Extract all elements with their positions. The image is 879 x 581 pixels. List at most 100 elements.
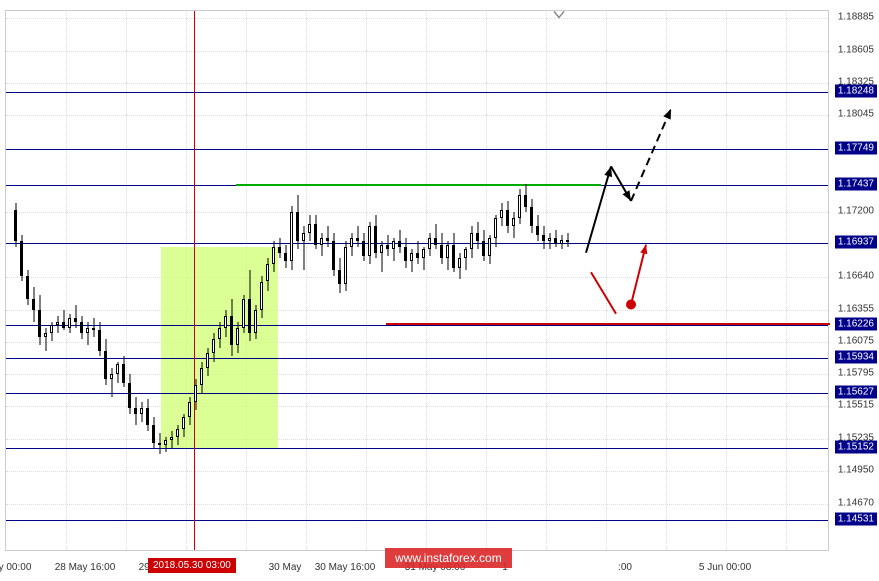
candle-body xyxy=(512,218,515,226)
candle-body xyxy=(554,238,557,244)
candle-body xyxy=(146,408,149,425)
candle-body xyxy=(536,226,539,235)
candle-body xyxy=(14,210,17,241)
candle-body xyxy=(410,253,413,261)
chart-container xyxy=(0,0,879,581)
candle-body xyxy=(278,247,281,253)
vertical-marker-line xyxy=(194,11,195,550)
candle-body xyxy=(98,330,101,351)
grid-line-h xyxy=(6,277,828,278)
candle-body xyxy=(44,333,47,336)
candle-body xyxy=(542,235,545,241)
candle-body xyxy=(566,240,569,242)
candle-body xyxy=(356,238,359,241)
candle-body xyxy=(68,318,71,327)
price-level-label: 1.15152 xyxy=(835,441,877,454)
candle-body xyxy=(404,247,407,261)
candle-body xyxy=(476,233,479,241)
y-tick-label: 1.16355 xyxy=(838,303,874,314)
candle-body xyxy=(290,212,293,260)
candle-body xyxy=(302,233,305,241)
plot-area[interactable] xyxy=(5,10,829,551)
candle-body xyxy=(92,328,95,330)
y-tick-label: 1.17200 xyxy=(838,206,874,217)
grid-line-h xyxy=(6,51,828,52)
candle-body xyxy=(326,238,329,241)
grid-line-h xyxy=(6,342,828,343)
candle-body xyxy=(272,247,275,264)
candle-wick xyxy=(111,368,112,397)
price-level-label: 1.18248 xyxy=(835,84,877,97)
candle-body xyxy=(362,241,365,256)
candle-body xyxy=(470,233,473,249)
resistance-line xyxy=(236,184,601,186)
grid-line-h xyxy=(6,18,828,19)
candle-body xyxy=(74,318,77,321)
candle-body xyxy=(392,241,395,249)
grid-line-h xyxy=(6,83,828,84)
candle-body xyxy=(458,258,461,267)
candle-body xyxy=(500,210,503,218)
candle-body xyxy=(140,408,143,414)
candle-body xyxy=(314,224,317,245)
y-tick-label: 1.16075 xyxy=(838,335,874,346)
candle-body xyxy=(158,443,161,445)
grid-line-h xyxy=(6,471,828,472)
price-level-label: 1.14531 xyxy=(835,512,877,525)
candle-body xyxy=(20,241,23,276)
candle-body xyxy=(488,238,491,256)
candle-body xyxy=(434,238,437,245)
candle-body xyxy=(482,241,485,256)
candle-body xyxy=(26,276,29,299)
candle-body xyxy=(368,226,371,256)
candle-body xyxy=(350,238,353,247)
candle-body xyxy=(200,368,203,385)
candle-body xyxy=(206,353,209,368)
candle-body xyxy=(212,339,215,353)
candle-wick xyxy=(45,328,46,351)
candle-body xyxy=(506,210,509,226)
candle-body xyxy=(80,322,83,334)
candle-body xyxy=(56,322,59,325)
y-tick-label: 1.18045 xyxy=(838,109,874,120)
price-level-line xyxy=(6,358,828,359)
candle-body xyxy=(218,328,221,340)
candle-body xyxy=(440,245,443,259)
price-level-label: 1.17749 xyxy=(835,142,877,155)
candle-body xyxy=(50,325,53,333)
y-tick-label: 1.15795 xyxy=(838,368,874,379)
candle-body xyxy=(176,429,179,437)
candle-body xyxy=(524,195,527,207)
candle-body xyxy=(128,383,131,408)
candle-body xyxy=(62,322,65,328)
grid-line-h xyxy=(6,504,828,505)
y-tick-label: 1.14950 xyxy=(838,465,874,476)
candle-body xyxy=(338,270,341,284)
candle-body xyxy=(344,247,347,284)
candle-body xyxy=(428,238,431,250)
price-level-label: 1.15934 xyxy=(835,351,877,364)
price-level-label: 1.15627 xyxy=(835,386,877,399)
x-tick-label: 30 May xyxy=(269,562,302,573)
grid-line-h xyxy=(6,310,828,311)
x-tick-label: 30 May 16:00 xyxy=(315,562,376,573)
candle-body xyxy=(194,385,197,402)
x-tick-label: 5 Jun 00:00 xyxy=(699,562,751,573)
candle-body xyxy=(494,218,497,238)
price-level-line xyxy=(6,520,828,521)
vertical-marker-label: 2018.05.30 03:00 xyxy=(148,558,236,573)
candle-body xyxy=(374,226,377,252)
candle-body xyxy=(308,224,311,233)
y-tick-label: 1.18605 xyxy=(838,44,874,55)
candle-body xyxy=(284,253,287,261)
candle-body xyxy=(320,238,323,245)
y-tick-label: 1.16640 xyxy=(838,270,874,281)
candle-body xyxy=(266,264,269,281)
candle-body xyxy=(530,207,533,227)
price-level-label: 1.17437 xyxy=(835,178,877,191)
price-level-label: 1.16937 xyxy=(835,235,877,248)
candle-body xyxy=(236,328,239,345)
candle-body xyxy=(296,212,299,241)
candle-body xyxy=(260,282,263,311)
price-level-label: 1.16226 xyxy=(835,317,877,330)
